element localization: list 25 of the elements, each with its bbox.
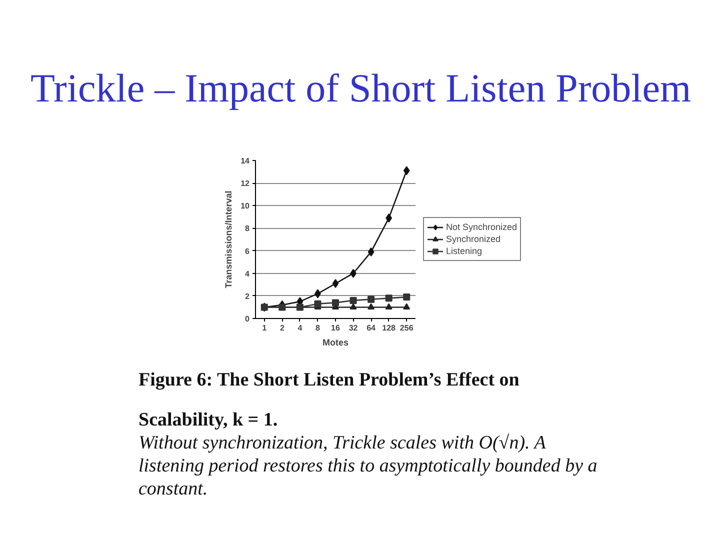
x-tick-label: 8 xyxy=(316,324,320,332)
x-tick-label: 256 xyxy=(400,324,414,332)
y-tick-label: 12 xyxy=(240,179,250,188)
x-tick-label: 64 xyxy=(366,324,376,332)
x-axis-title: Motes xyxy=(322,338,349,348)
caption: Figure 6: The Short Listen Problem’s Effect on Scalability, k = 1. xyxy=(138,370,520,430)
x-tick-label: 16 xyxy=(331,324,340,332)
y-tick-label: 2 xyxy=(245,292,250,301)
x-tick-label: 32 xyxy=(348,324,358,332)
x-tick-label: 128 xyxy=(382,324,396,332)
legend-label: Not Synchronized xyxy=(446,222,518,232)
y-tick-label: 10 xyxy=(240,202,250,211)
y-tick-label: 0 xyxy=(245,314,250,324)
y-tick-label: 6 xyxy=(245,246,250,256)
y-tick-label: 4 xyxy=(245,269,250,278)
legend-label: Synchronized xyxy=(446,234,501,244)
legend-label: Listening xyxy=(446,246,482,256)
chart-title: Trickle – Impact of Short Listen Problem xyxy=(30,66,692,110)
x-tick-label: 4 xyxy=(298,324,303,332)
x-tick-label: 2 xyxy=(280,324,285,332)
y-tick-label: 14 xyxy=(240,156,250,166)
y-tick-label: 8 xyxy=(245,224,250,234)
x-tick-label: 1 xyxy=(262,324,268,332)
y-axis-title: Transmissions/Interval xyxy=(224,190,234,288)
text: Without synchronization, Trickle scales with O(√n). A listening period restores this to asymptotically bounded by a constant. xyxy=(138,432,598,500)
